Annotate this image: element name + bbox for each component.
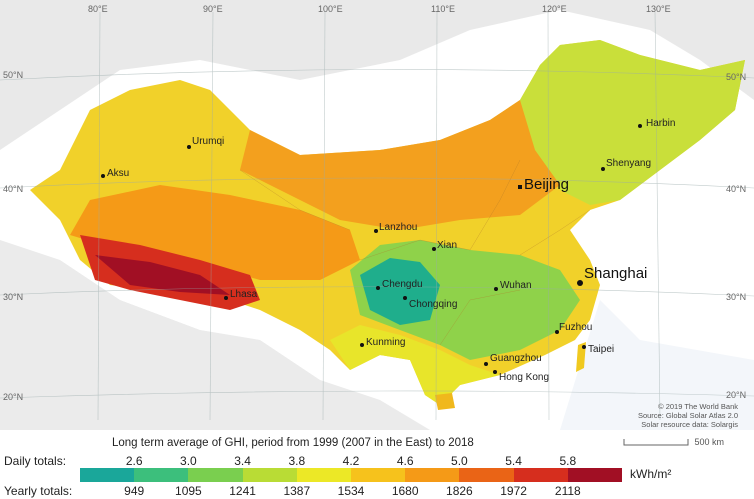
colorbar-segment [134, 468, 189, 482]
city-label-fuzhou: Fuzhou [559, 322, 593, 333]
colorbar-segment [459, 468, 514, 482]
daily-total-value: 4.6 [396, 454, 414, 468]
lon-label-110e: 110°E [431, 4, 455, 14]
yearly-total-value: 1680 [391, 484, 419, 498]
lat-label-left-30n: 30°N [3, 292, 24, 302]
city-label-wuhan: Wuhan [500, 280, 532, 291]
scale-bar: 500 km [622, 437, 724, 448]
yearly-total-value: 949 [124, 484, 145, 498]
city-label-hong-kong: Hong Kong [499, 372, 550, 383]
yearly-total-value: 1241 [229, 484, 256, 498]
daily-total-value: 5.8 [559, 454, 577, 468]
city-label-guangzhou: Guangzhou [490, 353, 542, 364]
daily-total-value: 5.0 [451, 454, 468, 468]
city-label-shenyang: Shenyang [606, 158, 652, 169]
yearly-totals-label: Yearly totals: [4, 484, 73, 498]
daily-total-value: 5.4 [505, 454, 522, 468]
city-label-xian: Xian [437, 240, 458, 251]
scale-bar-label: 500 km [694, 437, 725, 447]
lat-label-right-30n: 30°N [726, 292, 747, 302]
yearly-total-value: 1387 [283, 484, 311, 498]
lon-label-90e: 90°E [203, 4, 223, 14]
colorbar-segment [405, 468, 460, 482]
city-label-urumqi: Urumqi [192, 136, 225, 147]
yearly-total-value: 1534 [337, 484, 365, 498]
city-label-harbin: Harbin [646, 118, 676, 129]
lon-label-120e: 120°E [542, 4, 567, 14]
city-label-aksu: Aksu [107, 168, 130, 179]
lat-label-right-40n: 40°N [726, 184, 747, 194]
city-label-lanzhou: Lanzhou [379, 222, 418, 233]
city-label-beijing: Beijing [524, 176, 570, 193]
solar-map: 80°E 90°E 100°E 110°E 120°E 130°E 50°N 4… [0, 0, 754, 430]
lon-label-100e: 100°E [318, 4, 343, 14]
daily-totals-label: Daily totals: [4, 454, 67, 468]
yearly-total-value: 1095 [175, 484, 202, 498]
legend-colorbar [80, 468, 623, 482]
colorbar-segment [242, 468, 297, 482]
map-canvas [0, 0, 754, 430]
lat-label-left-20n: 20°N [3, 392, 24, 402]
daily-total-value: 3.4 [234, 454, 251, 468]
colorbar-segment [351, 468, 406, 482]
credit-line: Solar resource data: Solargis [641, 420, 738, 429]
city-label-kunming: Kunming [366, 337, 406, 348]
lat-label-right-20n: 20°N [726, 390, 747, 400]
yearly-total-value: 2118 [554, 484, 581, 498]
colorbar-segment [188, 468, 243, 482]
daily-total-value: 3.8 [288, 454, 306, 468]
colorbar-segment [513, 468, 568, 482]
colorbar-segment [567, 468, 623, 482]
lat-label-left-50n: 50°N [3, 70, 24, 80]
daily-total-value: 4.2 [342, 454, 360, 468]
lon-label-130e: 130°E [646, 4, 671, 14]
legend-title: Long term average of GHI, period from 19… [112, 437, 474, 449]
lat-label-right-50n: 50°N [726, 72, 747, 82]
lon-label-80e: 80°E [88, 4, 108, 14]
lat-label-left-40n: 40°N [3, 184, 24, 194]
legend-unit: kWh/m² [630, 467, 672, 481]
yearly-total-value: 1826 [446, 484, 473, 498]
city-label-taipei: Taipei [588, 344, 615, 355]
city-label-shanghai: Shanghai [584, 265, 648, 282]
colorbar-segment [80, 468, 135, 482]
daily-total-value: 2.6 [125, 454, 143, 468]
colorbar-segment [296, 468, 352, 482]
map-credit: © 2019 The World Bank Source: Global Sol… [638, 402, 738, 429]
daily-total-value: 3.0 [180, 454, 197, 468]
city-label-chengdu: Chengdu [382, 279, 423, 290]
credit-line: © 2019 The World Bank [658, 402, 738, 411]
yearly-total-value: 1972 [500, 484, 527, 498]
city-label-lhasa: Lhasa [230, 289, 258, 300]
credit-line: Source: Global Solar Atlas 2.0 [637, 411, 738, 420]
city-label-chongqing: Chongqing [409, 299, 458, 310]
scale-bar-line [623, 438, 689, 446]
